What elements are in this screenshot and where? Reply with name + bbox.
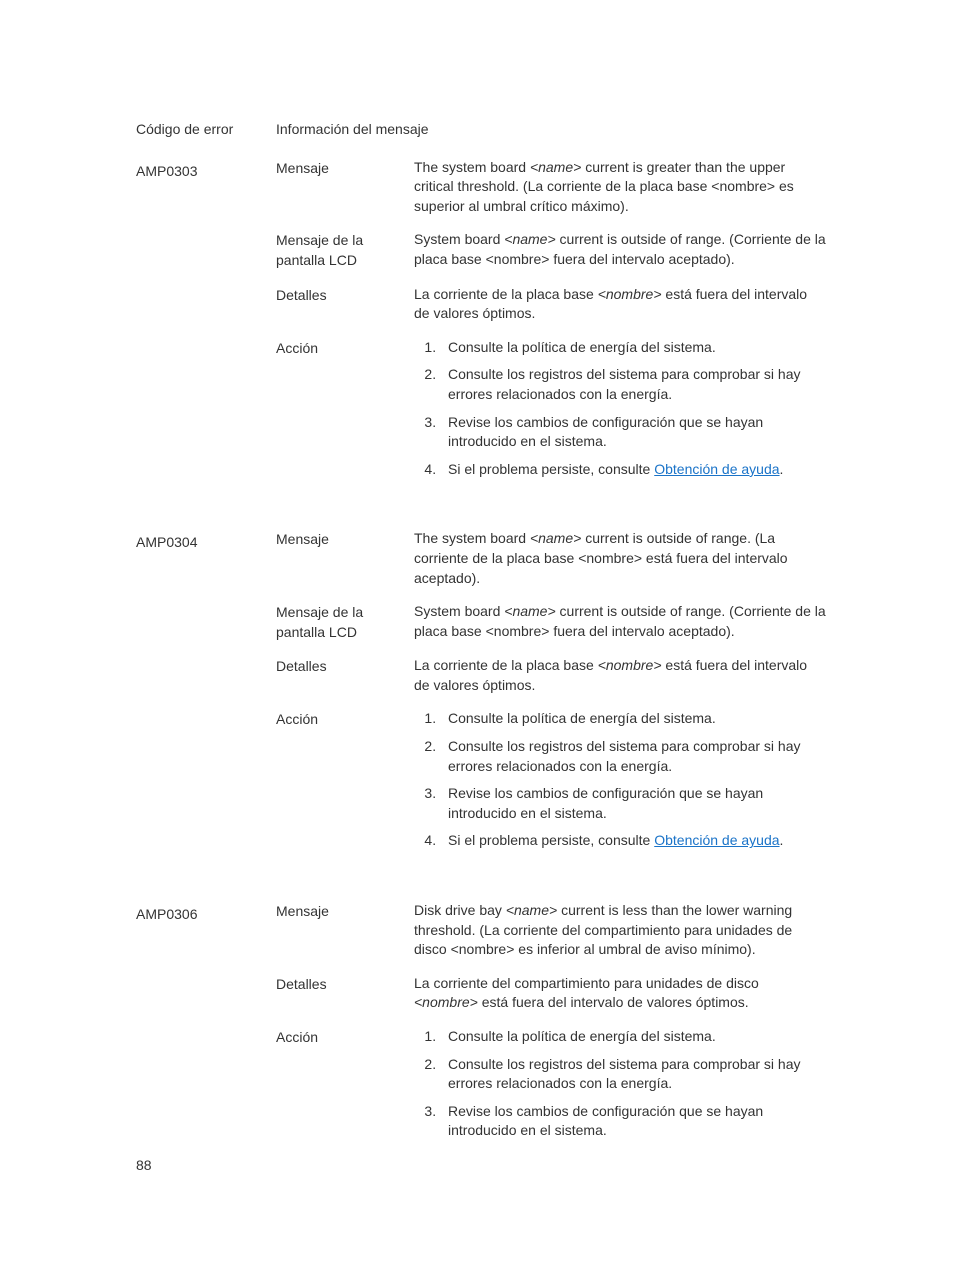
detalles-value: La corriente de la placa base <nombre> e… [414, 285, 826, 324]
action-step: Revise los cambios de configuración que … [440, 784, 826, 823]
mensaje-row: MensajeDisk drive bay <name> current is … [276, 901, 826, 960]
action-step: Revise los cambios de configuración que … [440, 413, 826, 452]
row-label: Mensaje [276, 901, 414, 922]
accion-value: Consulte la política de energía del sist… [414, 338, 826, 488]
row-label: Acción [276, 338, 414, 359]
action-step: Consulte los registros del sistema para … [440, 365, 826, 404]
row-label: Acción [276, 709, 414, 730]
error-code: AMP0304 [136, 529, 276, 873]
action-step: Consulte los registros del sistema para … [440, 1055, 826, 1094]
message-value: The system board <name> current is outsi… [414, 529, 826, 588]
accion-row: Acción Consulte la política de energía de… [276, 338, 826, 488]
action-step: Consulte los registros del sistema para … [440, 737, 826, 776]
error-entry: AMP0303MensajeThe system board <name> cu… [136, 158, 826, 502]
accion-value: Consulte la política de energía del sist… [414, 1027, 826, 1149]
error-entry: AMP0306MensajeDisk drive bay <name> curr… [136, 901, 826, 1163]
mensaje-row: MensajeThe system board <name> current i… [276, 529, 826, 588]
mensaje-row: MensajeThe system board <name> current i… [276, 158, 826, 217]
message-value: Disk drive bay <name> current is less th… [414, 901, 826, 960]
accion-row: Acción Consulte la política de energía de… [276, 1027, 826, 1149]
action-step: Consulte la política de energía del sist… [440, 709, 826, 729]
action-steps: Consulte la política de energía del sist… [414, 709, 826, 851]
row-label: Mensaje de la pantalla LCD [276, 602, 414, 642]
detalles-row: DetallesLa corriente de la placa base <n… [276, 656, 826, 695]
action-step: Consulte la política de energía del sist… [440, 1027, 826, 1047]
action-step: Consulte la política de energía del sist… [440, 338, 826, 358]
row-label: Detalles [276, 974, 414, 995]
detalles-value: La corriente del compartimiento para uni… [414, 974, 826, 1013]
accion-value: Consulte la política de energía del sist… [414, 709, 826, 859]
row-label: Mensaje [276, 529, 414, 550]
help-link[interactable]: Obtención de ayuda [654, 832, 779, 848]
help-link[interactable]: Obtención de ayuda [654, 461, 779, 477]
row-label: Acción [276, 1027, 414, 1048]
row-label: Mensaje [276, 158, 414, 179]
error-entry: AMP0304MensajeThe system board <name> cu… [136, 529, 826, 873]
action-step: Revise los cambios de configuración que … [440, 1102, 826, 1141]
message-value: The system board <name> current is great… [414, 158, 826, 217]
header-error-code: Código de error [136, 120, 276, 140]
header-message-info: Información del mensaje [276, 120, 826, 140]
action-step-help: Si el problema persiste, consulte Obtenc… [440, 460, 826, 480]
row-label: Detalles [276, 285, 414, 306]
row-label: Mensaje de la pantalla LCD [276, 230, 414, 270]
page-number: 88 [136, 1156, 152, 1176]
entry-rows: MensajeThe system board <name> current i… [276, 529, 826, 873]
lcd-row: Mensaje de la pantalla LCDSystem board <… [276, 602, 826, 642]
action-step-help: Si el problema persiste, consulte Obtenc… [440, 831, 826, 851]
error-code: AMP0303 [136, 158, 276, 502]
entry-rows: MensajeThe system board <name> current i… [276, 158, 826, 502]
error-code: AMP0306 [136, 901, 276, 1163]
action-steps: Consulte la política de energía del sist… [414, 1027, 826, 1141]
entry-rows: MensajeDisk drive bay <name> current is … [276, 901, 826, 1163]
lcd-row: Mensaje de la pantalla LCDSystem board <… [276, 230, 826, 270]
row-label: Detalles [276, 656, 414, 677]
detalles-row: DetallesLa corriente del compartimiento … [276, 974, 826, 1013]
detalles-value: La corriente de la placa base <nombre> e… [414, 656, 826, 695]
action-steps: Consulte la política de energía del sist… [414, 338, 826, 480]
message-value: System board <name> current is outside o… [414, 602, 826, 641]
message-value: System board <name> current is outside o… [414, 230, 826, 269]
table-header: Código de error Información del mensaje [136, 120, 826, 140]
accion-row: Acción Consulte la política de energía de… [276, 709, 826, 859]
detalles-row: DetallesLa corriente de la placa base <n… [276, 285, 826, 324]
